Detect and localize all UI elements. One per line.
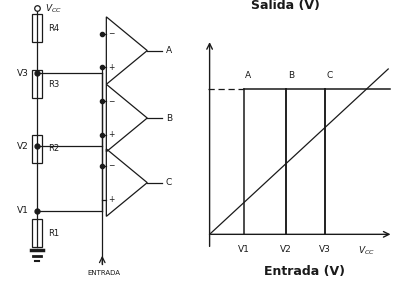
Text: B: B: [288, 71, 294, 80]
Text: Entrada (V): Entrada (V): [264, 265, 345, 278]
Text: V3: V3: [319, 244, 331, 253]
Text: Salida (V): Salida (V): [251, 0, 320, 12]
Text: B: B: [166, 114, 172, 123]
Text: A: A: [245, 71, 252, 80]
Text: $V_{CC}$: $V_{CC}$: [357, 244, 375, 257]
Text: −: −: [108, 29, 115, 38]
Bar: [32, 14, 42, 42]
Text: R2: R2: [48, 144, 59, 153]
Text: A: A: [166, 46, 172, 55]
Bar: [32, 219, 42, 247]
Text: R1: R1: [48, 229, 59, 238]
Text: V2: V2: [17, 142, 29, 151]
Text: V3: V3: [17, 69, 29, 78]
Text: +: +: [108, 63, 115, 72]
Text: V1: V1: [17, 206, 29, 215]
Text: $V_{CC}$: $V_{CC}$: [45, 2, 62, 15]
Text: V1: V1: [238, 244, 249, 253]
Bar: [32, 70, 42, 98]
Text: R4: R4: [48, 24, 59, 33]
Text: −: −: [108, 97, 115, 106]
Text: C: C: [166, 178, 172, 187]
Text: +: +: [108, 130, 115, 139]
Text: V2: V2: [280, 244, 292, 253]
Text: −: −: [108, 161, 115, 170]
Text: +: +: [108, 195, 115, 204]
Text: R3: R3: [48, 80, 59, 89]
Text: ENTRADA: ENTRADA: [88, 270, 121, 276]
Text: C: C: [327, 71, 333, 80]
Bar: [32, 135, 42, 163]
